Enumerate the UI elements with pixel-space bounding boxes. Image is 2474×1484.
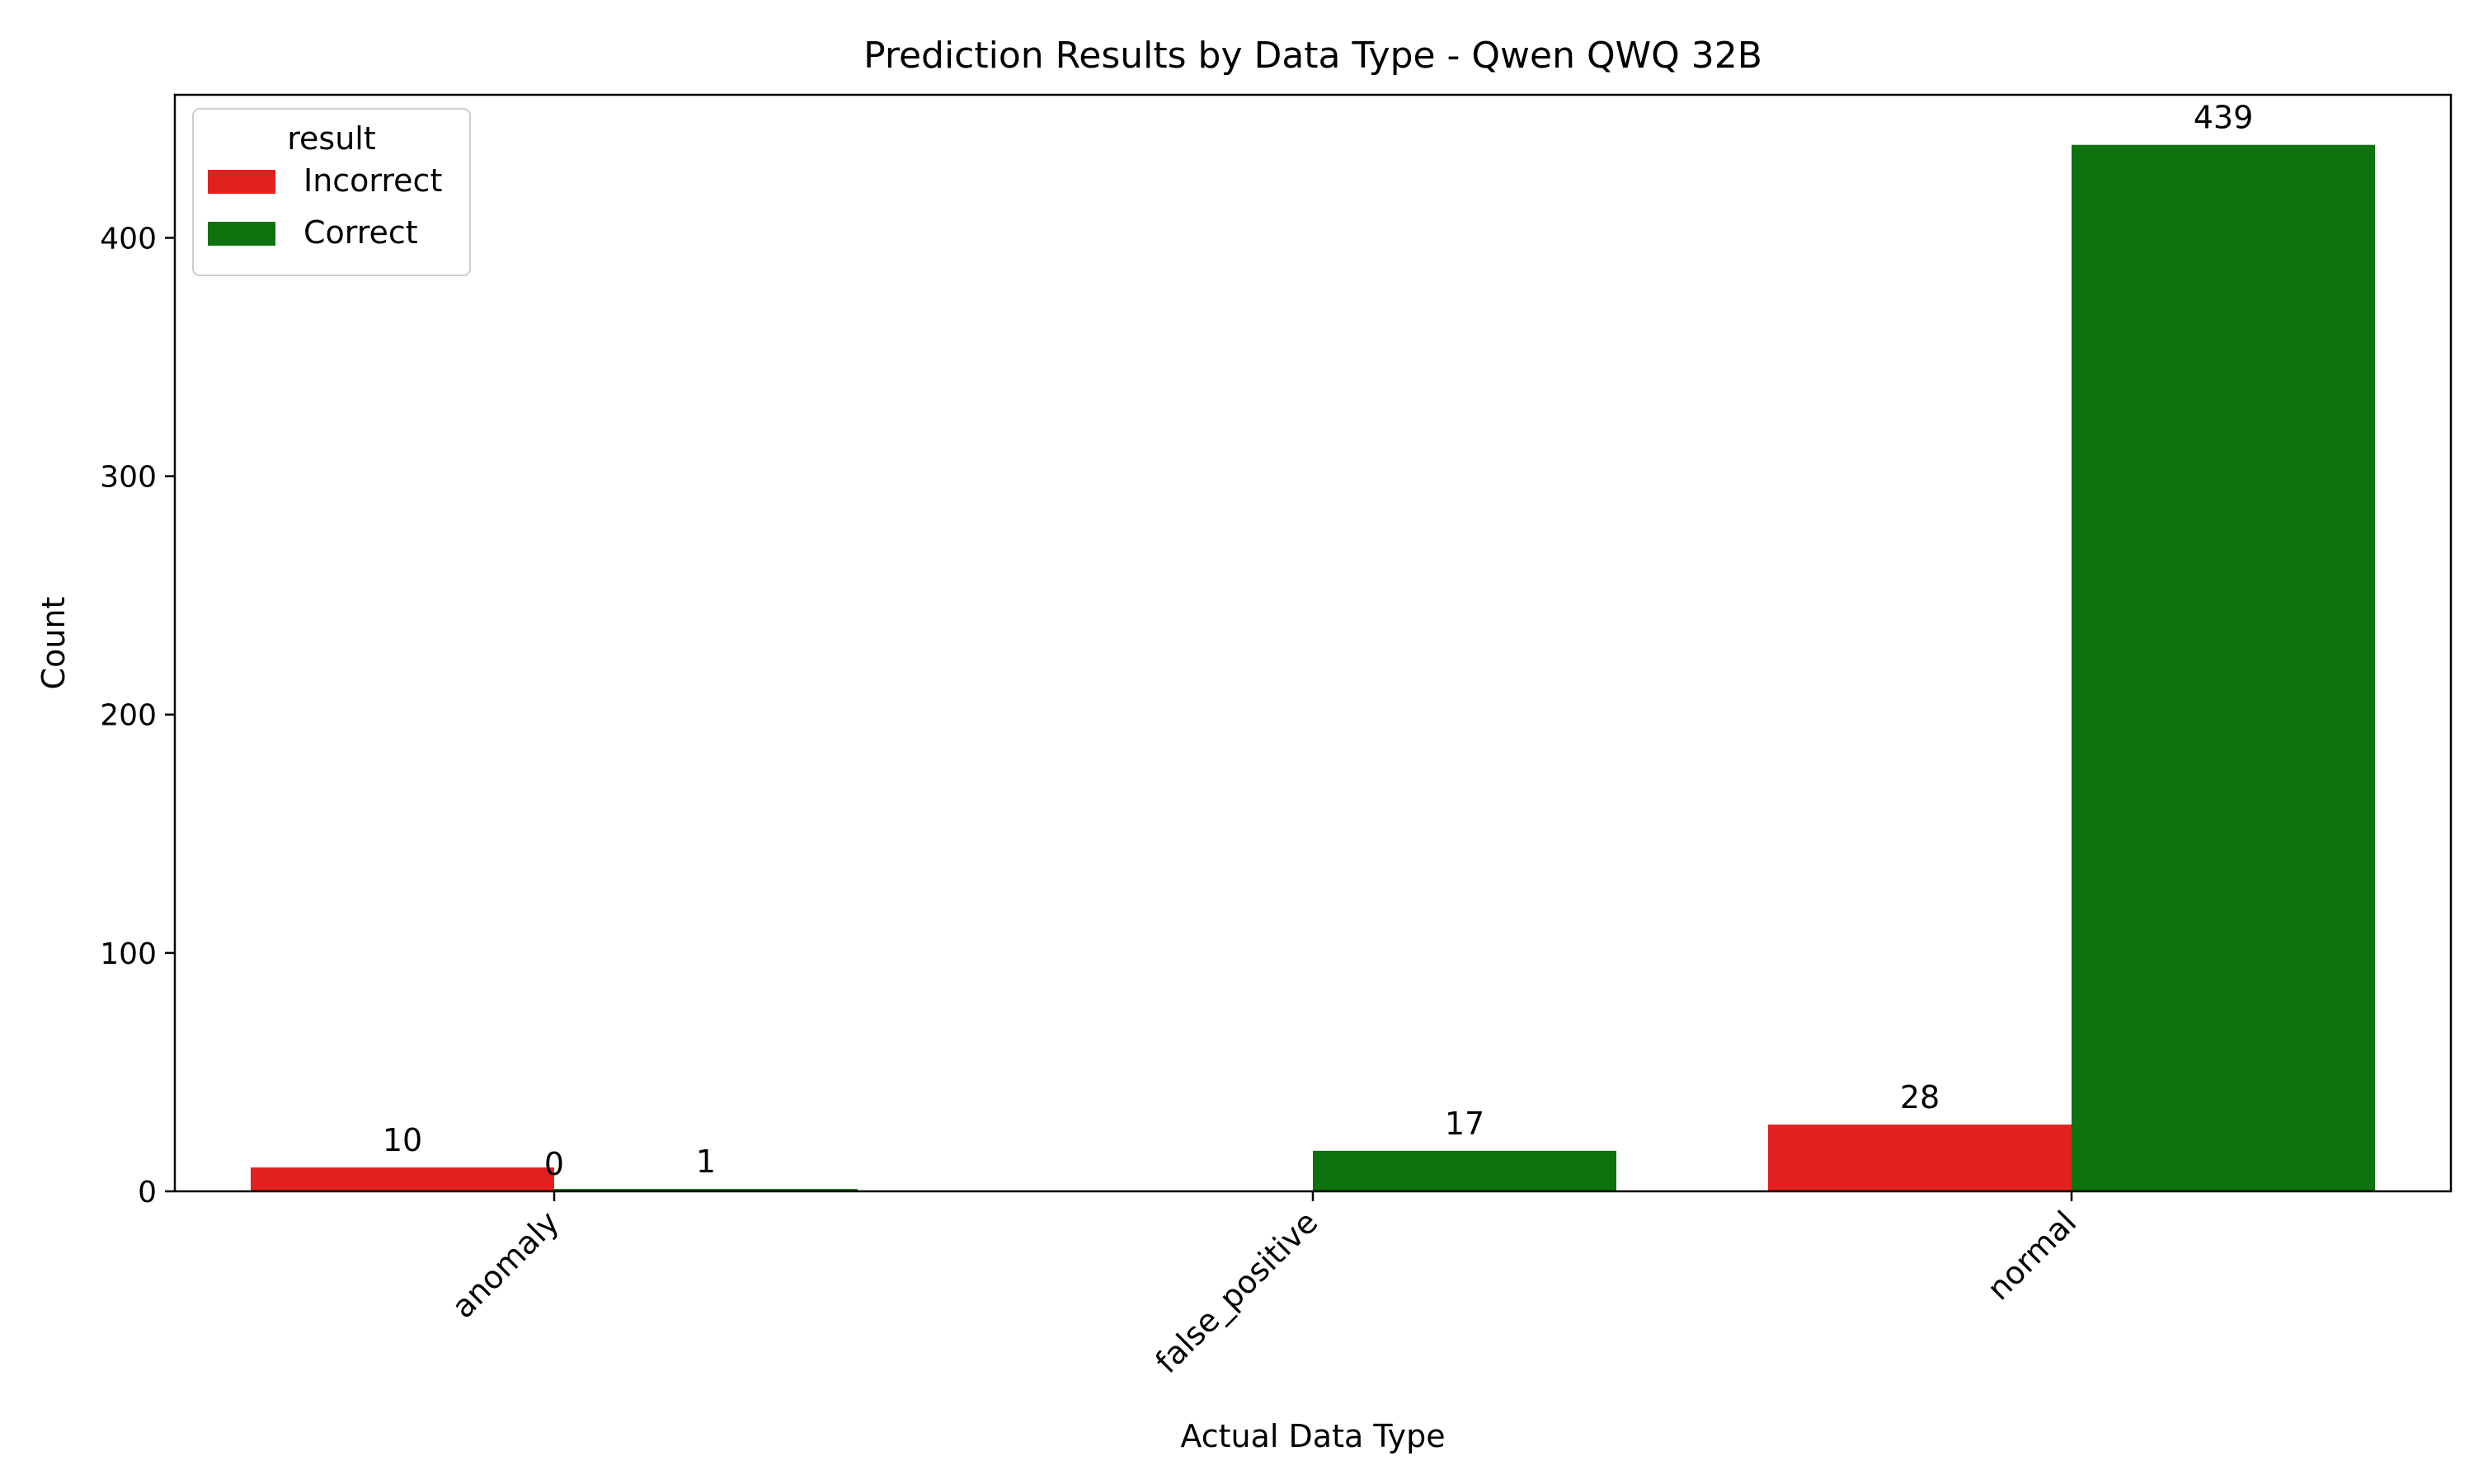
- x-tick-label: anomaly: [444, 1204, 566, 1325]
- legend-label-correct: Correct: [303, 214, 418, 251]
- bar-correct-anomaly: [554, 1189, 858, 1191]
- data-label: 1: [696, 1144, 716, 1180]
- bar-incorrect-anomaly: [251, 1167, 554, 1191]
- legend-swatch-incorrect: [208, 170, 275, 194]
- bar-incorrect-normal: [1768, 1125, 2072, 1191]
- y-tick-label: 200: [100, 699, 157, 733]
- legend-title: result: [287, 120, 376, 157]
- data-label: 28: [1900, 1079, 1940, 1115]
- data-label: 439: [2194, 100, 2254, 136]
- y-tick-label: 400: [100, 222, 157, 256]
- x-tick-label: false_positive: [1148, 1204, 1324, 1380]
- bar-correct-false_positive: [1313, 1150, 1616, 1191]
- data-label: 10: [383, 1122, 422, 1158]
- y-tick-label: 0: [138, 1176, 157, 1209]
- chart-title: Prediction Results by Data Type - Qwen Q…: [863, 35, 1762, 77]
- data-label: 17: [1445, 1106, 1484, 1142]
- y-axis-label: Count: [35, 597, 72, 690]
- legend-swatch-correct: [208, 222, 275, 246]
- legend: result Incorrect Correct: [192, 108, 471, 276]
- legend-label-incorrect: Incorrect: [303, 162, 442, 199]
- data-label: 0: [544, 1146, 564, 1182]
- y-tick-label: 100: [100, 937, 157, 971]
- plot-frame: [173, 93, 2453, 1193]
- x-axis-label: Actual Data Type: [1180, 1418, 1445, 1454]
- x-tick-label: normal: [1980, 1204, 2083, 1307]
- bar-correct-normal: [2072, 144, 2375, 1191]
- y-tick-label: 300: [100, 461, 157, 495]
